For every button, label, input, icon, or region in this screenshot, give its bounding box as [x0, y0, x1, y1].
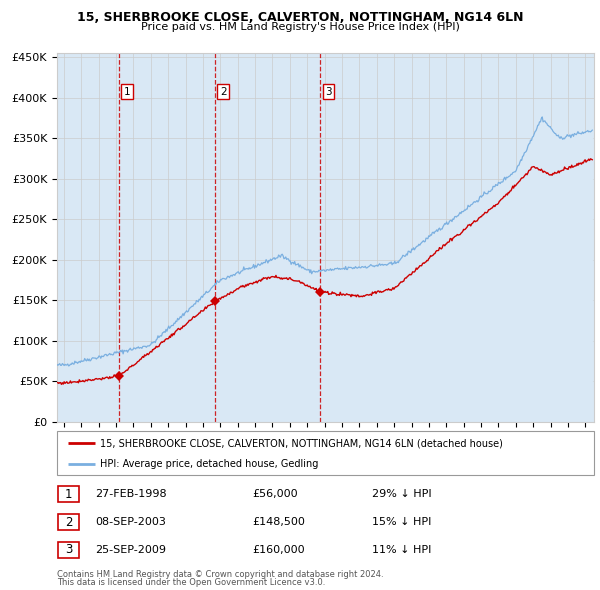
Text: 08-SEP-2003: 08-SEP-2003 [95, 517, 166, 527]
Text: 2: 2 [65, 516, 72, 529]
Text: 2: 2 [220, 87, 227, 97]
Text: 1: 1 [124, 87, 131, 97]
Text: 3: 3 [65, 543, 72, 556]
Text: 15, SHERBROOKE CLOSE, CALVERTON, NOTTINGHAM, NG14 6LN: 15, SHERBROOKE CLOSE, CALVERTON, NOTTING… [77, 11, 523, 24]
Text: 27-FEB-1998: 27-FEB-1998 [95, 490, 166, 499]
Text: Contains HM Land Registry data © Crown copyright and database right 2024.: Contains HM Land Registry data © Crown c… [57, 570, 383, 579]
Text: This data is licensed under the Open Government Licence v3.0.: This data is licensed under the Open Gov… [57, 578, 325, 587]
Text: £148,500: £148,500 [252, 517, 305, 527]
Text: Price paid vs. HM Land Registry's House Price Index (HPI): Price paid vs. HM Land Registry's House … [140, 22, 460, 32]
Text: HPI: Average price, detached house, Gedling: HPI: Average price, detached house, Gedl… [100, 459, 319, 469]
Text: £56,000: £56,000 [252, 490, 298, 499]
Text: 1: 1 [65, 488, 72, 501]
Text: 3: 3 [325, 87, 332, 97]
Text: £160,000: £160,000 [252, 545, 305, 555]
Text: 25-SEP-2009: 25-SEP-2009 [95, 545, 166, 555]
Text: 15, SHERBROOKE CLOSE, CALVERTON, NOTTINGHAM, NG14 6LN (detached house): 15, SHERBROOKE CLOSE, CALVERTON, NOTTING… [100, 438, 503, 448]
Text: 15% ↓ HPI: 15% ↓ HPI [372, 517, 431, 527]
Text: 11% ↓ HPI: 11% ↓ HPI [372, 545, 431, 555]
Text: 29% ↓ HPI: 29% ↓ HPI [372, 490, 431, 499]
